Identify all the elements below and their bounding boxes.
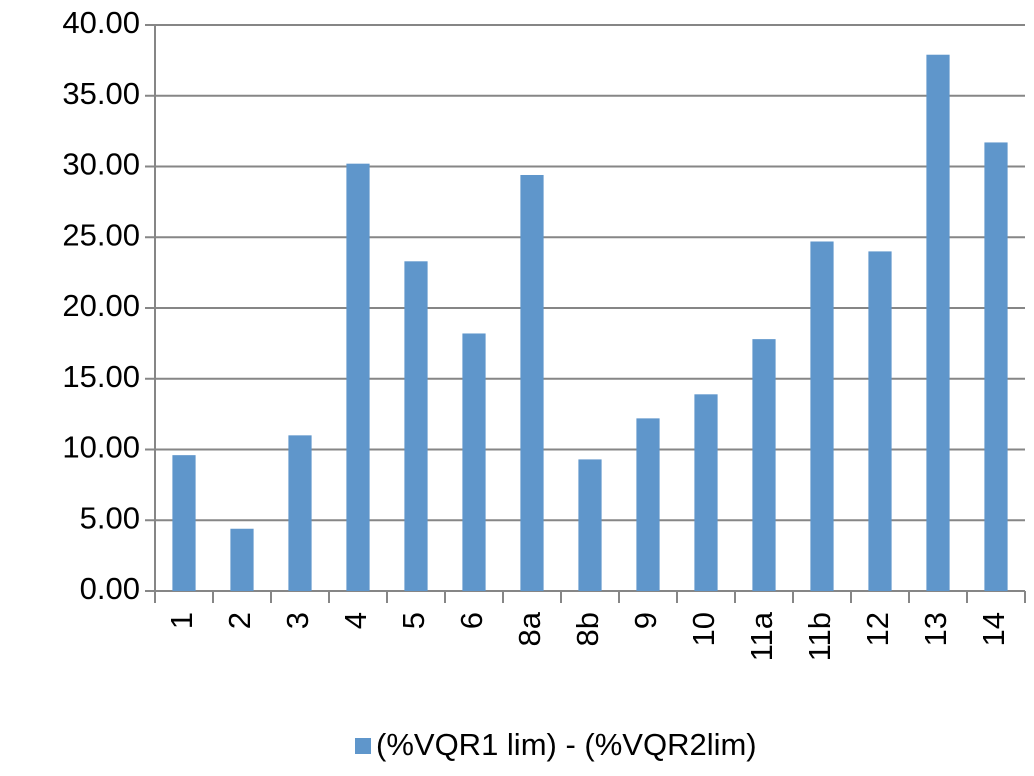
x-tick-label: 10 xyxy=(686,612,721,646)
x-tick-label: 9 xyxy=(628,612,663,629)
y-tick-label: 35.00 xyxy=(62,76,140,111)
x-tick-label: 13 xyxy=(918,612,953,646)
bar xyxy=(694,394,718,591)
bar xyxy=(288,435,312,591)
bar xyxy=(984,142,1008,591)
x-tick-label: 6 xyxy=(454,612,489,629)
y-tick-label: 10.00 xyxy=(62,430,140,465)
legend-label: (%VQR1 lim) - (%VQR2lim) xyxy=(376,727,757,762)
x-tick-label: 8b xyxy=(570,612,605,646)
y-tick-label: 15.00 xyxy=(62,359,140,394)
legend-swatch xyxy=(355,738,371,754)
x-tick-label: 8a xyxy=(512,611,547,646)
y-tick-label: 30.00 xyxy=(62,147,140,182)
bar xyxy=(404,261,428,591)
y-tick-label: 25.00 xyxy=(62,217,140,252)
x-tick-label: 5 xyxy=(396,612,431,629)
bar xyxy=(868,251,892,591)
bar xyxy=(462,333,486,591)
y-tick-label: 5.00 xyxy=(80,500,140,535)
x-tick-label: 11a xyxy=(744,611,779,661)
y-tick-label: 20.00 xyxy=(62,288,140,323)
y-tick-label: 0.00 xyxy=(80,571,140,606)
x-tick-label: 2 xyxy=(222,612,257,629)
y-tick-label: 40.00 xyxy=(62,5,140,40)
x-tick-label: 3 xyxy=(280,612,315,629)
bar xyxy=(636,418,660,591)
x-tick-label: 14 xyxy=(976,612,1011,646)
bar xyxy=(578,459,602,591)
bar xyxy=(346,163,370,592)
x-tick-label: 1 xyxy=(164,612,199,629)
bar xyxy=(520,174,544,592)
bar xyxy=(172,455,196,591)
bar xyxy=(810,241,834,591)
bar xyxy=(926,54,950,591)
x-tick-label: 12 xyxy=(860,612,895,646)
bar xyxy=(230,528,254,591)
x-tick-label: 4 xyxy=(338,612,373,629)
x-tick-label: 11b xyxy=(802,612,837,661)
bar xyxy=(752,339,776,591)
